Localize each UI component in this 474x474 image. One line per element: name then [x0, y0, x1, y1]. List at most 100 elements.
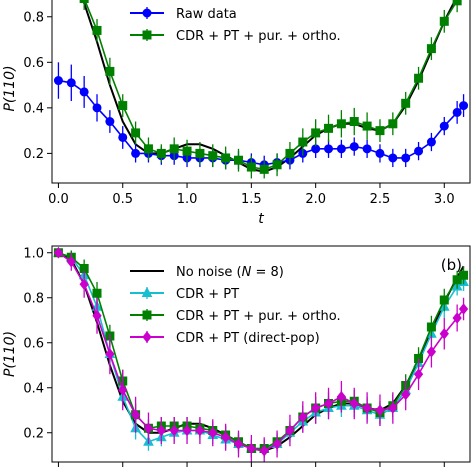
- panel-2-series-4-point: [118, 384, 128, 396]
- panel-2-series-4-point: [182, 424, 192, 437]
- panel-1-series-3-point: [426, 44, 436, 54]
- panel-1-series-3-point: [182, 146, 192, 156]
- panel-2: 0.2 0.4 0.6 0.8 1.0 P(110) (b) No noise (N = 8)…: [2, 245, 471, 467]
- panel-1-series-3-point: [259, 164, 269, 174]
- panel-1-x-tick-label: 2.0: [305, 192, 326, 207]
- panel-1-series-3-point: [131, 128, 141, 138]
- panel-1-series-3-point: [285, 148, 295, 158]
- panel-1-x-tick-label: 3.0: [434, 192, 455, 207]
- panel-2-series-4-point: [285, 424, 295, 437]
- panel-2-legend-label: No noise (N = 8): [176, 265, 284, 280]
- panel-2-series-4-point: [105, 348, 115, 360]
- panel-2-series-1: [57, 251, 465, 452]
- panel-2-series-4-point: [311, 402, 321, 414]
- panel-2-series-4-point: [53, 246, 64, 259]
- panel-1-series-2-point: [349, 142, 359, 152]
- panel-2-series-4-point: [208, 426, 218, 439]
- panel-1-series-2-point: [53, 76, 63, 86]
- panel-2-series-3-point: [439, 295, 449, 305]
- panel-1-series-3-point: [246, 162, 256, 172]
- panel-1-series-3-point: [221, 153, 231, 163]
- panel-1-series-2-point: [362, 144, 372, 154]
- panel-2-series-4-point: [458, 303, 469, 315]
- panel-1-series-3-point: [336, 119, 346, 129]
- panel-1-x-tick-label: 1.5: [241, 192, 262, 207]
- panel-2-panel-label: (b): [441, 256, 462, 274]
- panel-2-series-4-point: [362, 402, 372, 414]
- panel-2-series-3-line: [58, 251, 465, 450]
- panel-2-series-4-point: [220, 431, 231, 444]
- panel-1-series-3-point: [311, 128, 321, 138]
- panel-1-x-tick-label: 1.0: [177, 192, 198, 207]
- panel-2-series-4-point: [375, 404, 385, 417]
- panel-2-series-1-line: [57, 251, 465, 452]
- panel-1-x-tick-label: 2.5: [370, 192, 391, 207]
- panel-2-series-4-point: [130, 408, 141, 421]
- panel-1-y-tick-label: 0.6: [23, 56, 44, 71]
- panel-2-series-4-point: [246, 442, 256, 455]
- panel-2-series-4-point: [401, 388, 411, 401]
- panel-1-series-2-point: [439, 121, 449, 131]
- panel-1-series-2-point: [414, 146, 424, 156]
- panel-2-series-4-point: [349, 397, 359, 410]
- panel-1-series-3-point: [105, 66, 115, 76]
- panel-1-series-3-point: [362, 121, 372, 131]
- panel-2-series-4-line: [57, 252, 465, 452]
- panel-2-y-tick-label: 0.4: [23, 381, 44, 396]
- panel-1-series-2-point: [375, 148, 385, 158]
- panel-2-y-tick-label: 1.0: [23, 246, 44, 261]
- panel-1-y-tick-label: 0.2: [23, 147, 44, 162]
- panel-1-series-1: [81, 0, 457, 173]
- panel-2-legend-marker: [142, 331, 152, 343]
- panel-2-y-axis-label: P(110): [2, 331, 18, 377]
- panel-1-series-3-point: [208, 151, 218, 161]
- panel-2-plot-area: [53, 246, 469, 462]
- panel-1-series-2-point: [131, 148, 141, 158]
- panel-1-x-axis-label: t: [258, 211, 264, 227]
- panel-1-series-3-point: [439, 16, 449, 26]
- panel-1-legend-label: Raw data: [176, 7, 237, 22]
- panel-1-series-3-point: [233, 155, 243, 165]
- panel-1-series-3-point: [92, 25, 102, 35]
- panel-2-legend-marker: [141, 286, 153, 297]
- panel-2-series-4-point: [195, 424, 205, 437]
- panel-1-axes-frame: [51, 0, 471, 184]
- panel-1: 0.0 0.5 1.0 1.5 2.0 2.5 3.0 0.2 0.4 0.6 0.8 t P(110)…: [2, 0, 471, 227]
- panel-2-series-4-point: [156, 424, 166, 437]
- panel-1-legend-marker: [142, 8, 152, 18]
- panel-2-series-4-point: [439, 327, 449, 340]
- panel-1-series-2-point: [118, 132, 128, 142]
- panel-1-series-2-point: [459, 101, 469, 111]
- panel-1-legend-label: CDR + PT + pur. + ortho.: [176, 29, 341, 44]
- panel-1-y-tick-label: 0.8: [23, 10, 44, 25]
- panel-2-y-tick-label: 0.8: [23, 291, 44, 306]
- panel-2-series-4-point: [298, 411, 308, 423]
- panel-1-plot-area: [53, 0, 469, 179]
- panel-2-series-4-point: [272, 438, 282, 450]
- panel-2-series-4-point: [169, 424, 179, 437]
- panel-1-series-3-point: [388, 119, 398, 129]
- panel-2-series-4-point: [259, 444, 269, 457]
- panel-1-series-3-point: [143, 144, 153, 154]
- panel-1-series-2-point: [92, 103, 102, 113]
- panel-2-series-4-point: [66, 255, 76, 268]
- panel-2-series-4-point: [92, 309, 102, 322]
- panel-1-series-2-point: [426, 137, 436, 147]
- panel-1-series-3: [79, 0, 462, 179]
- panel-1-series-3-point: [79, 0, 89, 4]
- panel-2-series-4-point: [413, 368, 424, 381]
- panel-2-legend-label: CDR + PT (direct-pop): [176, 331, 320, 346]
- panel-1-series-3-point: [118, 101, 128, 111]
- panel-1-series-3-point: [195, 148, 205, 158]
- panel-2-y-tick-label: 0.2: [23, 426, 44, 441]
- panel-2-series-3-point: [459, 270, 469, 280]
- panel-2-legend-label: CDR + PT + pur. + ortho.: [176, 309, 341, 324]
- panel-1-series-2-point: [324, 144, 334, 154]
- panel-2-series-4-point: [426, 345, 437, 358]
- panel-2-series-4-point: [233, 438, 244, 450]
- panel-1-series-1-line: [81, 0, 457, 173]
- panel-1-series-3-point: [452, 0, 462, 6]
- panel-2-axes-frame: [51, 245, 471, 463]
- panel-2-series-4: [53, 246, 469, 462]
